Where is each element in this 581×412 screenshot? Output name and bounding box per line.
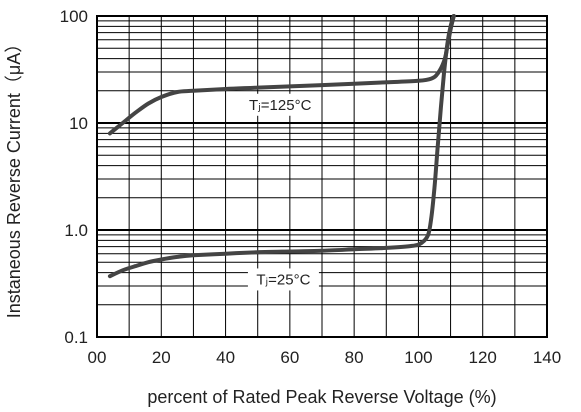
x-tick-label: 40 bbox=[216, 348, 235, 367]
plot-frame bbox=[96, 15, 548, 338]
x-tick-label: 80 bbox=[345, 348, 364, 367]
y-tick-label: 0.1 bbox=[64, 328, 88, 347]
curve-label-25c-bg bbox=[247, 268, 319, 291]
curve-label-125c-bg bbox=[240, 93, 321, 116]
x-tick-label: 140 bbox=[533, 348, 561, 367]
x-tick-label: 00 bbox=[88, 348, 107, 367]
y-tick-label: 100 bbox=[60, 7, 88, 26]
x-axis-label: percent of Rated Peak Reverse Voltage (%… bbox=[147, 387, 496, 407]
x-tick-label: 100 bbox=[404, 348, 432, 367]
y-tick-label: 1.0 bbox=[64, 221, 88, 240]
x-tick-label: 120 bbox=[469, 348, 497, 367]
curve-label-125c: Tⱼ=125°C bbox=[249, 97, 312, 114]
series-line-1 bbox=[107, 14, 456, 279]
curve-label-25c: Tⱼ=25°C bbox=[256, 271, 310, 288]
x-tick-label: 60 bbox=[280, 348, 299, 367]
labels: Tⱼ=125°C Tⱼ=25°C 00 20 40 60 80 100 120 140 0.1 1.0… bbox=[4, 7, 561, 407]
y-axis-label: Instaneous Reverse Current（μA） bbox=[4, 35, 24, 319]
grid bbox=[96, 15, 548, 338]
x-tick-label: 20 bbox=[152, 348, 171, 367]
y-tick-label: 10 bbox=[69, 114, 88, 133]
curves bbox=[107, 14, 456, 279]
